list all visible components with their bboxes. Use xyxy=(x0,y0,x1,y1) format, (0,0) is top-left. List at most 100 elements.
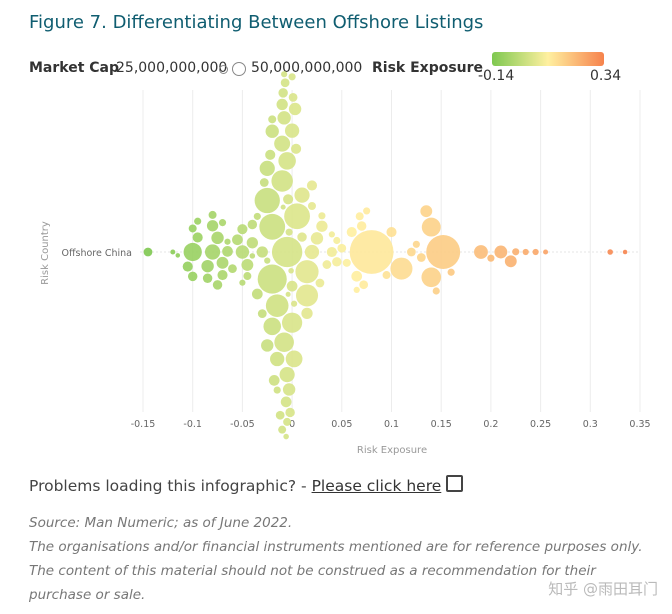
bubble[interactable] xyxy=(265,124,279,138)
bubble[interactable] xyxy=(426,235,461,269)
bubble[interactable] xyxy=(276,98,288,111)
click-here-link[interactable]: Please click here xyxy=(311,477,442,495)
bubble[interactable] xyxy=(204,244,221,260)
bubble[interactable] xyxy=(504,255,517,268)
bubble[interactable] xyxy=(283,194,294,205)
bubble[interactable] xyxy=(421,217,441,237)
bubble[interactable] xyxy=(271,236,303,268)
bubble[interactable] xyxy=(288,73,296,81)
bubble[interactable] xyxy=(208,210,217,219)
bubble[interactable] xyxy=(349,230,394,274)
bubble[interactable] xyxy=(281,312,303,333)
bubble[interactable] xyxy=(282,383,296,396)
bubble[interactable] xyxy=(259,178,269,187)
bubble[interactable] xyxy=(254,187,280,214)
bubble[interactable] xyxy=(291,143,302,154)
bubble[interactable] xyxy=(259,160,275,176)
bubble[interactable] xyxy=(253,212,261,220)
bubble[interactable] xyxy=(353,286,360,294)
bubble[interactable] xyxy=(363,207,371,215)
bubble[interactable] xyxy=(522,248,529,256)
bubble[interactable] xyxy=(432,287,440,295)
bubble[interactable] xyxy=(390,257,413,280)
bubble[interactable] xyxy=(543,249,549,255)
bubble[interactable] xyxy=(183,242,202,262)
bubble[interactable] xyxy=(246,237,258,249)
bubble[interactable] xyxy=(285,228,293,236)
bubble[interactable] xyxy=(256,246,268,258)
bubble[interactable] xyxy=(283,433,289,440)
bubble[interactable] xyxy=(326,246,337,258)
bubble[interactable] xyxy=(206,220,219,232)
bubble[interactable] xyxy=(211,231,224,245)
bubble[interactable] xyxy=(301,307,313,320)
bubble[interactable] xyxy=(274,135,291,152)
bubble[interactable] xyxy=(202,273,213,284)
bubble[interactable] xyxy=(224,238,231,245)
bubble[interactable] xyxy=(306,180,318,191)
bubble[interactable] xyxy=(278,425,287,434)
bubble[interactable] xyxy=(288,267,294,274)
bubble[interactable] xyxy=(316,220,328,232)
bubble[interactable] xyxy=(273,386,281,394)
bubble[interactable] xyxy=(359,280,369,290)
bubble[interactable] xyxy=(228,264,237,274)
bubble[interactable] xyxy=(355,212,364,221)
bubble[interactable] xyxy=(474,245,488,259)
bubble[interactable] xyxy=(280,204,286,210)
bubble[interactable] xyxy=(268,115,277,124)
bubble[interactable] xyxy=(315,278,325,288)
bubble[interactable] xyxy=(285,350,303,368)
bubble[interactable] xyxy=(297,232,307,242)
bubble[interactable] xyxy=(284,203,310,230)
bubble[interactable] xyxy=(288,102,302,116)
bubble[interactable] xyxy=(447,268,455,276)
bubble[interactable] xyxy=(318,212,326,220)
bubble[interactable] xyxy=(143,247,153,257)
bubble[interactable] xyxy=(295,284,319,307)
bubble[interactable] xyxy=(342,258,351,267)
bubble[interactable] xyxy=(346,226,357,238)
bubble[interactable] xyxy=(278,152,296,170)
bubble[interactable] xyxy=(201,259,214,273)
bubble[interactable] xyxy=(270,351,285,367)
bubble[interactable] xyxy=(243,272,252,281)
bubble[interactable] xyxy=(212,280,223,290)
bubble[interactable] xyxy=(187,271,198,282)
bubble[interactable] xyxy=(175,253,181,258)
bubble[interactable] xyxy=(251,288,263,300)
bubble[interactable] xyxy=(216,256,229,269)
bubble[interactable] xyxy=(337,243,347,253)
bubble[interactable] xyxy=(170,249,176,255)
bubble[interactable] xyxy=(351,270,363,282)
bubble[interactable] xyxy=(307,201,316,210)
bubble[interactable] xyxy=(278,88,288,98)
bubble[interactable] xyxy=(259,213,286,240)
bubble[interactable] xyxy=(332,257,342,267)
bubble[interactable] xyxy=(294,187,310,203)
bubble[interactable] xyxy=(279,367,295,383)
bubble[interactable] xyxy=(622,249,628,255)
bubble[interactable] xyxy=(232,234,243,246)
bubble[interactable] xyxy=(239,279,246,286)
bubble[interactable] xyxy=(288,92,298,102)
bubble[interactable] xyxy=(257,264,287,294)
bubble[interactable] xyxy=(494,245,508,259)
bubble[interactable] xyxy=(487,254,495,262)
bubble[interactable] xyxy=(265,149,276,160)
bubble[interactable] xyxy=(285,291,291,297)
bubble[interactable] xyxy=(241,258,254,271)
bubble[interactable] xyxy=(322,260,332,269)
bubble[interactable] xyxy=(263,317,281,336)
bubble[interactable] xyxy=(607,249,613,255)
bubble[interactable] xyxy=(512,248,520,256)
bubble[interactable] xyxy=(356,221,367,231)
bubble[interactable] xyxy=(275,410,285,420)
bubble[interactable] xyxy=(264,257,271,264)
bubble[interactable] xyxy=(268,375,280,386)
bubble[interactable] xyxy=(406,247,416,257)
bubble[interactable] xyxy=(237,224,248,235)
bubble[interactable] xyxy=(295,260,319,284)
bubble[interactable] xyxy=(261,339,274,352)
bubble[interactable] xyxy=(421,267,442,288)
